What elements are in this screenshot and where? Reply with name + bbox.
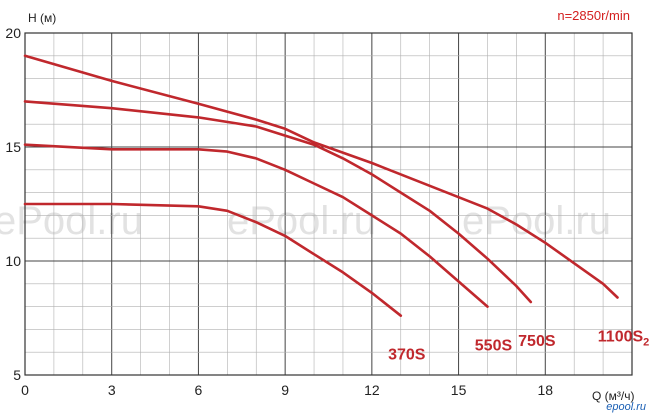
x-tick-label: 9 (281, 382, 289, 398)
series-label-2: 550S (475, 338, 513, 355)
x-tick-label: 12 (364, 382, 380, 398)
watermark: ePool.ru (0, 199, 143, 243)
x-tick-label: 3 (108, 382, 116, 398)
y-tick-label: 15 (5, 139, 21, 155)
axes: H (м) Q (м³/ч) n=2850r/min 0 3 6 9 12 15 18 5 10… (5, 8, 634, 403)
series-label-3: 750S (518, 333, 556, 350)
y-tick-label: 20 (5, 25, 21, 41)
series-line-4 (23, 54, 619, 299)
y-tick-label: 5 (13, 367, 21, 383)
x-tick-label: 6 (195, 382, 203, 398)
grid (24, 32, 633, 376)
speed-annotation: n=2850r/min (557, 8, 630, 23)
x-tick-label: 15 (451, 382, 467, 398)
series-line-2 (23, 143, 489, 308)
x-tick-label: 18 (537, 382, 553, 398)
series-line-3 (23, 100, 533, 304)
watermark-layer: ePool.ru ePool.ru ePool.ru (0, 199, 611, 243)
y-axis-label: H (м) (28, 11, 56, 25)
brand-logo: epool.ru (606, 401, 646, 413)
y-tick-label: 10 (5, 253, 21, 269)
watermark: ePool.ru (462, 199, 611, 243)
series-layer (23, 54, 619, 318)
series-labels: 370S 550S 750S 1100S2 (388, 328, 649, 363)
watermark: ePool.ru (227, 199, 376, 243)
series-label-1: 370S (388, 347, 426, 364)
x-axis-label: Q (м³/ч) (592, 389, 635, 403)
series-label-4: 1100S2 (598, 328, 650, 348)
x-tick-label: 0 (21, 382, 29, 398)
series-line-1 (23, 202, 403, 318)
